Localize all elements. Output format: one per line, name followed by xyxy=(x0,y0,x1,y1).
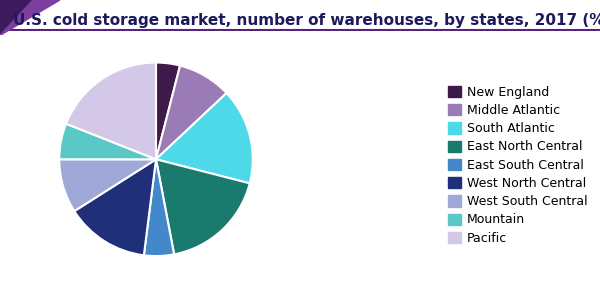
Wedge shape xyxy=(156,159,250,254)
Text: U.S. cold storage market, number of warehouses, by states, 2017 (%): U.S. cold storage market, number of ware… xyxy=(13,13,600,28)
Wedge shape xyxy=(74,159,156,255)
Wedge shape xyxy=(156,65,227,159)
Wedge shape xyxy=(66,63,156,159)
Legend: New England, Middle Atlantic, South Atlantic, East North Central, East South Cen: New England, Middle Atlantic, South Atla… xyxy=(448,86,588,245)
Wedge shape xyxy=(156,93,253,183)
Wedge shape xyxy=(59,124,156,159)
Wedge shape xyxy=(156,63,180,159)
Polygon shape xyxy=(0,0,60,35)
Wedge shape xyxy=(59,159,156,211)
Wedge shape xyxy=(144,159,174,256)
Polygon shape xyxy=(0,0,33,35)
